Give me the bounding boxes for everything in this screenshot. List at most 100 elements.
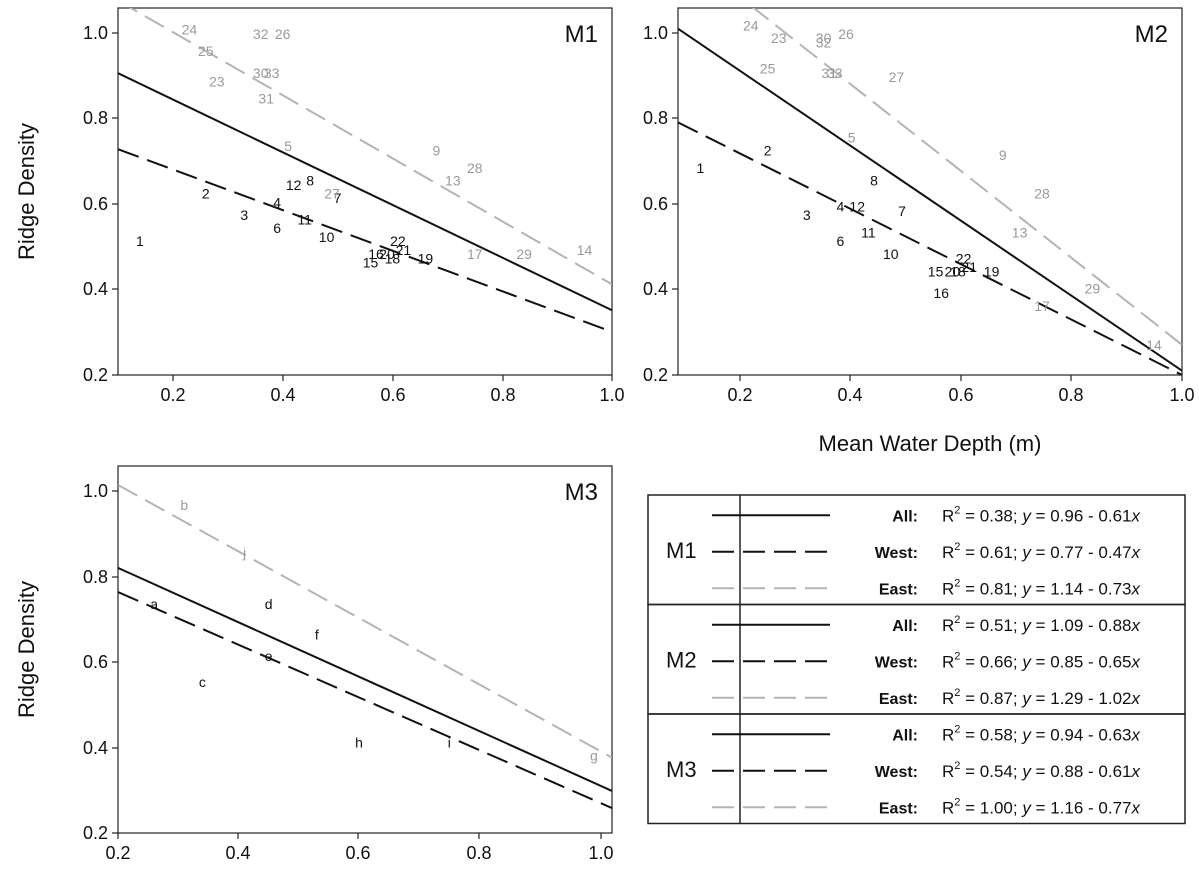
- data-point-label: 3: [240, 207, 248, 223]
- y-tick-label: 0.8: [83, 567, 108, 587]
- regression-lines: [118, 484, 612, 809]
- x-tick-label: 0.6: [345, 843, 370, 863]
- data-point-label: c: [199, 674, 206, 690]
- y-tick-label: 1.0: [83, 481, 108, 501]
- data-point-label: 24: [743, 17, 759, 33]
- data-point-label: 8: [870, 173, 878, 189]
- data-point-label: 20: [379, 246, 395, 262]
- data-point-label: 16: [368, 246, 384, 262]
- panel-m1: 0.2 0.4 0.6 0.8 1.0 0.2 0.4 0.6 0.8 1.0 Ridge Dens…: [14, 7, 625, 405]
- data-point-label: 29: [516, 246, 532, 262]
- data-point-label: 20: [945, 263, 961, 279]
- data-point-label: 31: [821, 65, 837, 81]
- data-point-label: 2: [202, 186, 210, 202]
- data-point-label: 16: [933, 285, 949, 301]
- data-point-label: 27: [889, 69, 905, 85]
- y-tick-label: 0.6: [83, 652, 108, 672]
- x-tick-label: 1.0: [588, 843, 613, 863]
- legend-model-label: M3: [666, 757, 697, 782]
- data-point-label: f: [315, 626, 319, 642]
- data-point-label: 30: [253, 65, 269, 81]
- data-point-label: 11: [861, 225, 876, 241]
- legend-series-label: West:: [875, 654, 918, 671]
- data-point-label: 28: [467, 160, 483, 176]
- y-axis-title: Ridge Density: [14, 123, 39, 260]
- legend-series-label: All:: [892, 618, 918, 635]
- data-point-label: 7: [898, 203, 906, 219]
- data-point-label: 32: [253, 26, 269, 42]
- regression-line-west: [118, 148, 612, 333]
- data-point-label: g: [590, 747, 598, 763]
- legend-series-label: West:: [875, 545, 918, 562]
- x-axis-title: Mean Water Depth (m): [254, 889, 477, 893]
- data-point-label: 19: [418, 250, 434, 266]
- data-point-label: 13: [1012, 225, 1028, 241]
- data-point-label: 14: [1146, 337, 1162, 353]
- y-tick-label: 0.2: [643, 365, 668, 385]
- data-point-label: 14: [577, 242, 593, 258]
- data-point-label: 12: [849, 199, 865, 215]
- data-point-label: 25: [760, 60, 776, 76]
- data-point-label: 19: [984, 263, 1000, 279]
- data-point-label: 11: [297, 212, 312, 228]
- data-point-label: j: [242, 544, 246, 560]
- data-point-label: 28: [1034, 186, 1050, 202]
- x-tick-label: 0.4: [270, 385, 295, 405]
- legend-series-label: East:: [879, 581, 918, 598]
- data-point-label: 23: [209, 73, 225, 89]
- panel-title: M1: [565, 21, 598, 48]
- data-point-label: 15: [928, 263, 944, 279]
- x-tick-label: 0.4: [225, 843, 250, 863]
- data-point-label: 9: [432, 142, 440, 158]
- data-point-label: 18: [950, 263, 966, 279]
- legend-model-label: M1: [666, 538, 697, 563]
- y-tick-label: 0.2: [83, 365, 108, 385]
- legend-series-label: All:: [892, 508, 918, 525]
- data-point-label: 21: [396, 242, 412, 258]
- legend-series-label: East:: [879, 691, 918, 708]
- panel-title: M2: [1135, 21, 1168, 48]
- data-point-label: 15: [363, 255, 379, 271]
- legend-equation: R2 = 0.66; y = 0.85 - 0.65x: [942, 650, 1140, 671]
- data-point-label: 29: [1085, 281, 1101, 297]
- x-axis-title: Mean Water Depth (m): [819, 431, 1042, 456]
- data-point-label: 13: [445, 173, 461, 189]
- data-point-label: 10: [883, 246, 899, 262]
- data-point-label: h: [355, 734, 363, 750]
- data-point-label: 12: [286, 177, 302, 193]
- legend: M1 All: R2 = 0.38; y = 0.96 - 0.61x West: R2…: [647, 494, 1186, 825]
- y-tick-label: 0.2: [83, 823, 108, 843]
- data-point-label: 22: [956, 250, 972, 266]
- regression-line-west: [678, 121, 1182, 375]
- panel-title: M3: [565, 479, 598, 506]
- data-point-label: 27: [324, 186, 340, 202]
- legend-equation: R2 = 1.00; y = 1.16 - 0.77x: [942, 796, 1140, 817]
- data-point-label: 18: [385, 250, 401, 266]
- data-point-label: 31: [258, 91, 274, 107]
- data-point-label: 6: [273, 220, 281, 236]
- data-point-label: 26: [838, 26, 854, 42]
- panel-m3: 0.2 0.4 0.6 0.8 1.0 0.2 0.4 0.6 0.8 1.0 Ridge Dens…: [14, 465, 614, 893]
- legend-group-box: [647, 713, 1186, 825]
- x-tick-label: 0.8: [1058, 385, 1083, 405]
- y-axis-title: Ridge Density: [14, 581, 39, 718]
- data-point-label: b: [180, 497, 188, 513]
- data-point-label: 1: [136, 233, 144, 249]
- legend-equation: R2 = 0.58; y = 0.94 - 0.63x: [942, 723, 1140, 744]
- data-point-label: 21: [961, 259, 977, 275]
- data-point-label: 6: [837, 233, 845, 249]
- data-point-label: 3: [803, 207, 811, 223]
- y-tick-label: 0.6: [643, 194, 668, 214]
- data-point-label: 25: [198, 43, 214, 59]
- regression-line-east: [128, 8, 612, 286]
- data-point-label: 5: [284, 138, 292, 154]
- y-tick-label: 0.6: [83, 194, 108, 214]
- x-tick-label: 0.2: [105, 843, 130, 863]
- legend-equation: R2 = 0.38; y = 0.96 - 0.61x: [942, 504, 1140, 525]
- data-point-label: 22: [390, 233, 406, 249]
- x-tick-label: 0.6: [380, 385, 405, 405]
- data-point-label: 9: [999, 147, 1007, 163]
